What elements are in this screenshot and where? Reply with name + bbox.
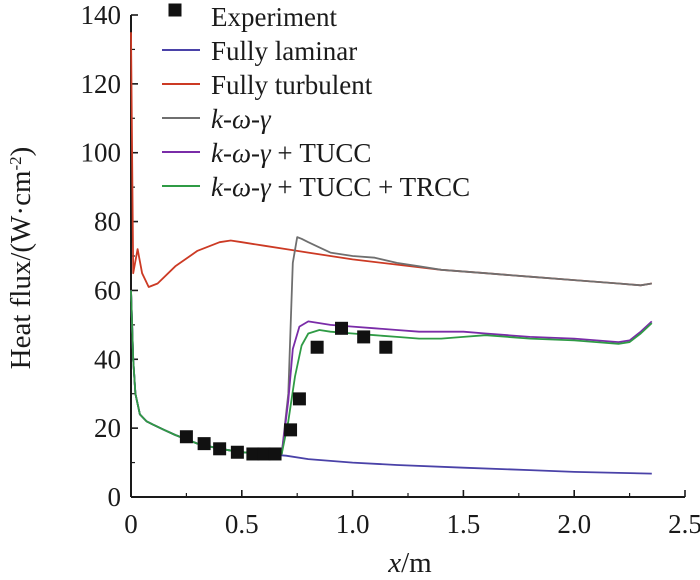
experiment-point [179, 430, 193, 444]
y-tick-label: 0 [108, 482, 122, 512]
experiment-point [246, 447, 260, 461]
y-axis-ticks: 0 20 40 60 80 100 120 140 [81, 0, 138, 512]
series-line-fully-turbulent [130, 32, 652, 288]
x-tick-label: 2.5 [668, 509, 700, 539]
experiment-point [379, 340, 393, 354]
experiment-point [310, 340, 324, 354]
y-axis-title: Heat flux/(W·cm-2) [5, 147, 37, 370]
y-tick-label: 80 [94, 207, 121, 237]
x-tick-label: 0 [124, 509, 138, 539]
experiment-point [335, 321, 349, 335]
experiment-point [197, 437, 211, 451]
experiment-point [230, 445, 244, 459]
series-layer [130, 32, 653, 475]
y-tick-label: 120 [81, 69, 122, 99]
legend-label: Experiment [211, 2, 337, 32]
x-axis-ticks: 0 0.5 1.0 1.5 2.0 2.5 [124, 490, 700, 539]
x-tick-label: 2.0 [557, 509, 591, 539]
experiment-point [213, 442, 227, 456]
y-tick-label: 100 [81, 138, 122, 168]
legend-label: Fully laminar [211, 36, 357, 66]
y-tick-label: 60 [94, 275, 121, 305]
legend: Experiment Fully laminar Fully turbulent k-… [162, 2, 470, 202]
experiment-point [292, 392, 306, 406]
legend-label: Fully turbulent [211, 70, 373, 100]
experiment-point [268, 447, 282, 461]
x-tick-label: 1.5 [447, 509, 481, 539]
legend-label: k-ω-γ [211, 104, 272, 134]
experiment-point [284, 423, 298, 437]
experiment-point [357, 330, 371, 344]
legend-label: k-ω-γ + TUCC + TRCC [211, 172, 470, 202]
x-tick-label: 0.5 [225, 509, 259, 539]
y-tick-label: 140 [81, 0, 122, 30]
series-line-k-tucc [130, 290, 653, 455]
y-tick-label: 40 [94, 344, 121, 374]
experiment-point [257, 447, 271, 461]
y-tick-label: 20 [94, 413, 121, 443]
legend-label: k-ω-γ + TUCC [211, 138, 371, 168]
legend-marker-experiment [168, 3, 182, 17]
series-line-k-tucc-trcc [130, 290, 653, 455]
x-tick-label: 1.0 [336, 509, 370, 539]
x-axis-title: x/m [387, 547, 432, 579]
